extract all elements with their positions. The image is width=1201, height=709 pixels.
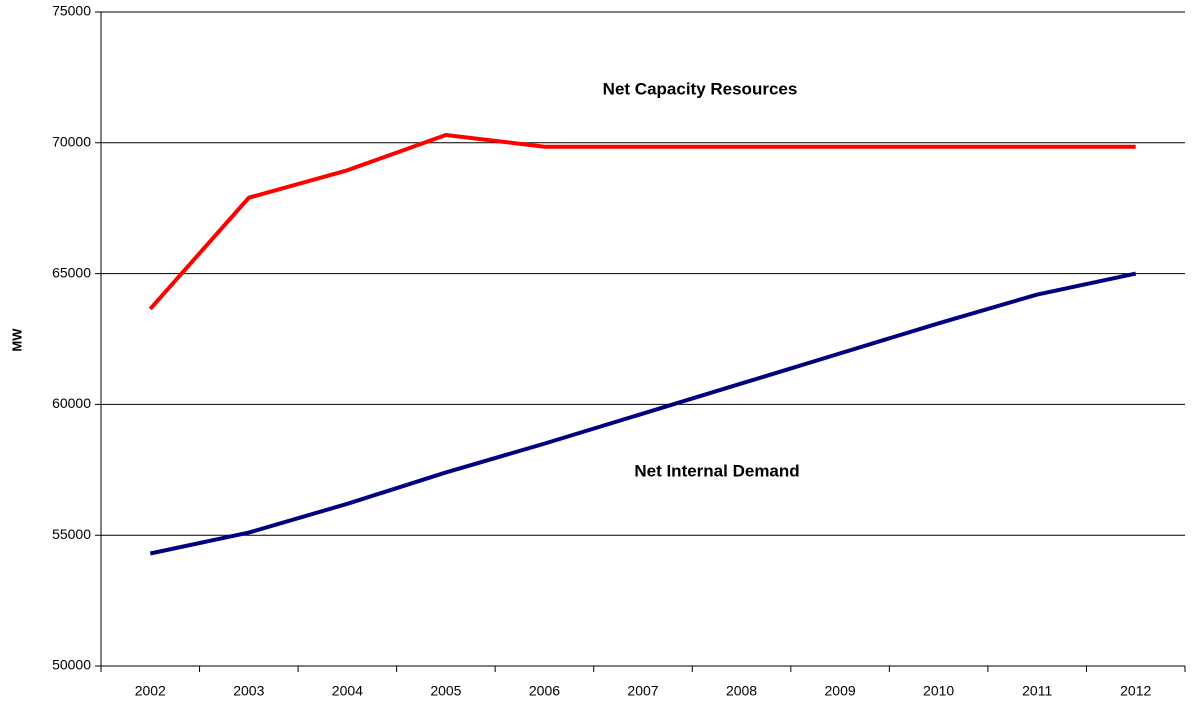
x-tick-label: 2005: [430, 683, 461, 699]
line: [149, 271, 1137, 556]
x-tick-label: 2009: [825, 683, 856, 699]
x-tick-label: 2011: [1022, 683, 1052, 699]
x-tick-label: 2007: [627, 683, 658, 699]
y-tick-label: 65000: [52, 264, 91, 280]
x-tick-label: 2012: [1120, 683, 1151, 699]
series-label: Net Internal Demand: [634, 461, 799, 480]
y-tick-label: 55000: [52, 526, 91, 542]
x-tick-label: 2006: [529, 683, 560, 699]
x-tick-label: 2003: [233, 683, 264, 699]
x-tick-label: 2002: [135, 683, 166, 699]
x-tick-label: 2010: [923, 683, 954, 699]
y-tick-label: 75000: [52, 3, 91, 19]
series-label: Net Capacity Resources: [603, 79, 798, 98]
y-tick-label: 70000: [52, 134, 91, 150]
y-tick-label: 50000: [52, 657, 91, 673]
y-axis-label: MW: [9, 328, 24, 352]
y-tick-label: 60000: [52, 395, 91, 411]
line: [148, 132, 1136, 311]
x-tick-label: 2008: [726, 683, 757, 699]
x-tick-label: 2004: [332, 683, 363, 699]
